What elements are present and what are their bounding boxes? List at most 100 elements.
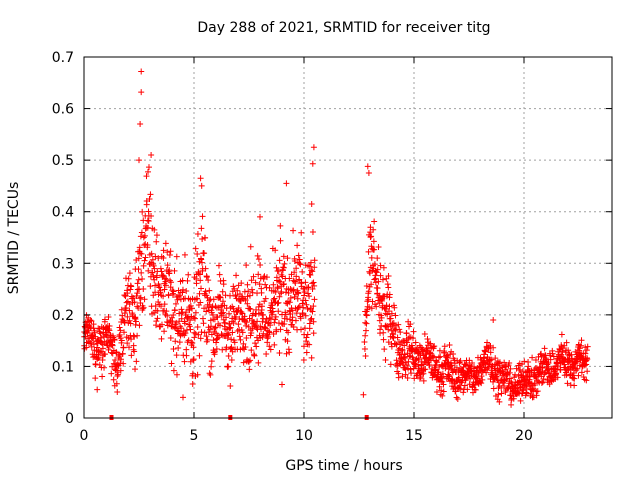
data-point xyxy=(134,332,141,339)
data-point xyxy=(219,332,226,339)
data-point xyxy=(446,373,453,380)
data-point xyxy=(426,361,433,368)
data-point xyxy=(558,351,565,358)
data-point xyxy=(410,328,417,335)
data-point xyxy=(155,255,162,262)
y-axis-label: SRMTID / TECUs xyxy=(6,182,22,295)
data-point xyxy=(266,329,273,336)
data-point xyxy=(492,355,499,362)
data-point xyxy=(230,319,237,326)
data-point xyxy=(300,304,307,311)
data-point xyxy=(111,336,118,343)
data-point xyxy=(271,341,278,348)
data-point xyxy=(528,390,535,397)
data-point xyxy=(285,289,292,296)
data-point xyxy=(232,291,239,298)
data-point xyxy=(137,294,144,301)
data-point xyxy=(237,336,244,343)
data-point xyxy=(235,305,242,312)
data-point xyxy=(131,348,138,355)
data-point xyxy=(145,164,152,171)
data-point xyxy=(160,247,167,254)
data-point xyxy=(506,360,513,367)
data-point xyxy=(279,381,285,388)
data-point xyxy=(169,287,176,294)
data-point xyxy=(190,344,197,351)
data-point xyxy=(365,288,372,295)
data-point xyxy=(531,381,538,388)
data-point xyxy=(222,320,229,327)
data-point xyxy=(166,270,173,277)
data-point xyxy=(201,250,208,257)
data-point xyxy=(507,365,514,372)
x-tick-label: 0 xyxy=(80,428,89,444)
data-point xyxy=(380,264,387,271)
data-point xyxy=(198,259,205,266)
data-point xyxy=(440,388,447,395)
data-point xyxy=(298,326,305,333)
data-point xyxy=(300,357,307,364)
data-point xyxy=(228,356,235,363)
data-point xyxy=(573,367,580,374)
data-point xyxy=(215,262,222,269)
data-point xyxy=(561,342,568,349)
data-point xyxy=(365,296,372,303)
data-point xyxy=(309,228,316,235)
data-point xyxy=(229,315,236,322)
data-point xyxy=(370,226,377,233)
data-point xyxy=(144,224,151,231)
data-point xyxy=(281,321,288,328)
data-point xyxy=(255,271,262,278)
data-point xyxy=(584,356,591,363)
data-point xyxy=(381,346,388,353)
data-point xyxy=(206,297,213,304)
data-point xyxy=(206,287,213,294)
data-point xyxy=(113,349,120,356)
data-point xyxy=(164,262,171,269)
data-point xyxy=(383,302,390,309)
data-point xyxy=(140,285,147,292)
data-point xyxy=(150,273,157,280)
data-point xyxy=(309,286,316,293)
data-point xyxy=(88,318,95,325)
data-point xyxy=(469,389,476,396)
data-point xyxy=(155,283,162,290)
data-point xyxy=(271,319,278,326)
data-point xyxy=(226,310,233,317)
data-point xyxy=(135,276,142,283)
data-point xyxy=(532,356,539,363)
data-point xyxy=(244,281,251,288)
data-point xyxy=(275,299,282,306)
data-point xyxy=(154,307,161,314)
data-point xyxy=(166,319,173,326)
data-point xyxy=(266,343,273,350)
data-point xyxy=(144,217,151,224)
data-point xyxy=(133,318,140,325)
data-point xyxy=(272,316,279,323)
data-point xyxy=(416,375,423,382)
data-point xyxy=(141,257,148,264)
data-point xyxy=(107,332,114,339)
data-point xyxy=(206,326,213,333)
data-point xyxy=(302,312,309,319)
data-point xyxy=(277,278,284,285)
data-point xyxy=(131,333,138,340)
data-point xyxy=(261,298,268,305)
data-point xyxy=(366,283,373,290)
data-point xyxy=(199,315,206,322)
data-point xyxy=(189,305,196,312)
data-point xyxy=(128,283,135,290)
data-point xyxy=(127,320,134,327)
data-point xyxy=(140,234,147,241)
data-point xyxy=(197,277,204,284)
data-point xyxy=(361,346,368,353)
data-point xyxy=(218,303,225,310)
data-point xyxy=(139,208,146,215)
data-point xyxy=(296,303,303,310)
data-point xyxy=(363,312,370,319)
data-point xyxy=(240,359,247,366)
data-point xyxy=(192,309,199,316)
data-point xyxy=(170,367,177,374)
data-point xyxy=(558,331,565,338)
data-point xyxy=(481,351,488,358)
